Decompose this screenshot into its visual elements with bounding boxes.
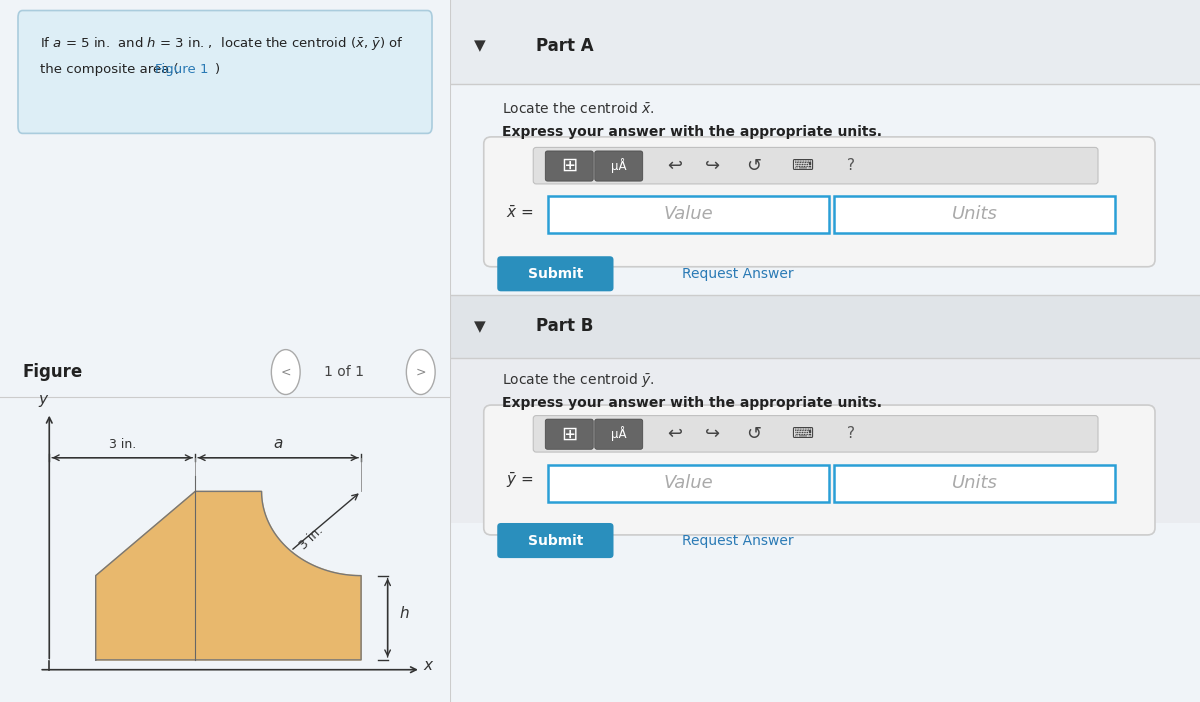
FancyBboxPatch shape bbox=[595, 419, 643, 449]
FancyBboxPatch shape bbox=[450, 295, 1200, 358]
Text: ⌨: ⌨ bbox=[792, 158, 814, 173]
FancyBboxPatch shape bbox=[497, 256, 613, 291]
Text: ↪: ↪ bbox=[704, 157, 720, 175]
FancyBboxPatch shape bbox=[533, 416, 1098, 452]
Text: μÅ: μÅ bbox=[611, 426, 626, 442]
FancyBboxPatch shape bbox=[547, 196, 829, 233]
Text: ?: ? bbox=[847, 426, 856, 442]
Text: $h$: $h$ bbox=[398, 604, 409, 621]
Text: $\bar{x}$ =: $\bar{x}$ = bbox=[506, 205, 534, 220]
Text: 3 in.: 3 in. bbox=[298, 524, 326, 552]
Text: ↩: ↩ bbox=[667, 157, 683, 175]
Text: x: x bbox=[422, 658, 432, 673]
FancyBboxPatch shape bbox=[484, 137, 1154, 267]
Text: ↺: ↺ bbox=[746, 425, 761, 443]
Text: ↪: ↪ bbox=[704, 425, 720, 443]
Text: $\bar{y}$ =: $\bar{y}$ = bbox=[506, 471, 534, 491]
FancyBboxPatch shape bbox=[595, 151, 643, 181]
Text: ⊞: ⊞ bbox=[562, 156, 577, 176]
Text: μÅ: μÅ bbox=[611, 158, 626, 173]
Text: 3 in.: 3 in. bbox=[109, 438, 136, 451]
Text: Submit: Submit bbox=[528, 267, 583, 281]
FancyBboxPatch shape bbox=[450, 0, 1200, 84]
Text: Units: Units bbox=[952, 205, 998, 223]
Text: Figure: Figure bbox=[23, 363, 83, 381]
Text: Value: Value bbox=[664, 474, 713, 492]
Text: Units: Units bbox=[952, 474, 998, 492]
FancyBboxPatch shape bbox=[18, 11, 432, 133]
Text: 1 of 1: 1 of 1 bbox=[324, 365, 364, 379]
Text: Submit: Submit bbox=[528, 534, 583, 548]
Text: Locate the centroid $\bar{y}$.: Locate the centroid $\bar{y}$. bbox=[503, 371, 655, 390]
Text: Express your answer with the appropriate units.: Express your answer with the appropriate… bbox=[503, 396, 882, 410]
FancyBboxPatch shape bbox=[545, 151, 593, 181]
Text: ): ) bbox=[215, 63, 221, 77]
FancyBboxPatch shape bbox=[450, 295, 1200, 523]
FancyBboxPatch shape bbox=[497, 523, 613, 558]
Text: <: < bbox=[281, 366, 292, 378]
Circle shape bbox=[271, 350, 300, 395]
FancyBboxPatch shape bbox=[547, 465, 829, 502]
Text: Value: Value bbox=[664, 205, 713, 223]
FancyBboxPatch shape bbox=[834, 196, 1115, 233]
Text: Figure 1: Figure 1 bbox=[155, 63, 209, 77]
Text: >: > bbox=[415, 366, 426, 378]
FancyBboxPatch shape bbox=[834, 465, 1115, 502]
Text: $a$: $a$ bbox=[272, 436, 283, 451]
Text: Part A: Part A bbox=[536, 37, 594, 55]
Text: Locate the centroid $\bar{x}$.: Locate the centroid $\bar{x}$. bbox=[503, 101, 655, 117]
FancyBboxPatch shape bbox=[545, 419, 593, 449]
Text: ↩: ↩ bbox=[667, 425, 683, 443]
Text: ▼: ▼ bbox=[474, 319, 486, 334]
FancyBboxPatch shape bbox=[484, 405, 1154, 535]
Polygon shape bbox=[96, 491, 361, 660]
Circle shape bbox=[407, 350, 436, 395]
Text: Request Answer: Request Answer bbox=[683, 267, 794, 281]
Text: y: y bbox=[38, 392, 47, 407]
Text: ⊞: ⊞ bbox=[562, 424, 577, 444]
Text: ↺: ↺ bbox=[746, 157, 761, 175]
Text: the composite area.(: the composite area.( bbox=[41, 63, 179, 77]
FancyBboxPatch shape bbox=[533, 147, 1098, 184]
Text: Express your answer with the appropriate units.: Express your answer with the appropriate… bbox=[503, 125, 882, 139]
Text: ⌨: ⌨ bbox=[792, 426, 814, 442]
Text: ▼: ▼ bbox=[474, 38, 486, 53]
Text: Part B: Part B bbox=[536, 317, 594, 336]
Text: ?: ? bbox=[847, 158, 856, 173]
Text: If $a$ = 5 in.  and $h$ = 3 in. ,  locate the centroid ($\bar{x}$, $\bar{y}$) of: If $a$ = 5 in. and $h$ = 3 in. , locate … bbox=[41, 35, 404, 52]
Text: Request Answer: Request Answer bbox=[683, 534, 794, 548]
